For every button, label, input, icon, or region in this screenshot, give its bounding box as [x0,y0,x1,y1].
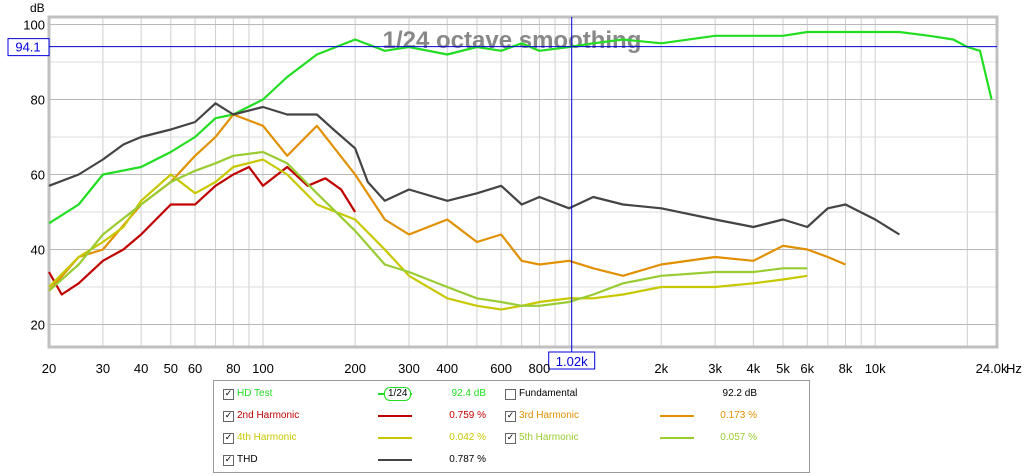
legend-value: 0.759 % [449,410,486,421]
y-tick-label: 60 [31,168,45,183]
cursor[interactable]: 94.1 1.02k [7,17,997,370]
x-tick-label: 6k [800,361,814,376]
legend-item-fundamental: Fundamental 92.2 dB [505,385,785,403]
x-tick-label: 200 [344,361,366,376]
x-tick-label: 20 [42,361,56,376]
y-axis-ticks: 20 40 60 80 100 [23,18,45,333]
x-tick-label: 80 [226,361,240,376]
x-tick-label: 2k [654,361,668,376]
legend-checkbox-2nd-harmonic[interactable]: ✓ [223,411,234,422]
x-tick-label: 5k [776,361,790,376]
x-tick-label: 3k [708,361,722,376]
x-tick-label: 40 [134,361,148,376]
legend-swatch [660,437,694,439]
cursor-x-readout-box [548,351,596,370]
series-layer [48,30,993,311]
plot-frame [47,15,999,349]
legend-item-thd: ✓ THD 0.787 % [223,451,503,469]
legend-checkbox-fundamental[interactable] [505,389,516,400]
series-2nd-harmonic-line [48,165,357,296]
legend-label: 4th Harmonic [237,432,297,443]
x-axis-ticks: 20 30 40 50 60 80 100 200 300 400 600 800 2k 3k 4k 5k 6k… [42,361,1008,376]
legend-label: HD Test [237,388,273,399]
series-3rd-harmonic-line [48,113,846,292]
legend-item-3rd-harmonic: ✓ 3rd Harmonic 0.173 % [505,407,785,425]
legend-checkbox-3rd-harmonic[interactable]: ✓ [505,411,516,422]
legend-swatch [378,415,412,417]
y-tick-label: 80 [31,93,45,108]
x-tick-label: 600 [490,361,512,376]
legend-label: 5th Harmonic [519,432,579,443]
legend-value: 92.2 dB [722,388,757,399]
cursor-y-readout: 94.1 [15,40,40,55]
legend-item-2nd-harmonic: ✓ 2nd Harmonic 0.759 % [223,407,503,425]
x-tick-label: 30 [96,361,110,376]
legend-label: THD [237,454,258,465]
legend-checkbox-thd[interactable]: ✓ [223,455,234,466]
x-tick-label: 300 [398,361,420,376]
legend-value: 92.4 dB [451,388,486,399]
legend-label: 3rd Harmonic [519,410,580,421]
legend-label: Fundamental [519,388,578,399]
y-tick-label: 20 [31,318,45,333]
y-tick-label: 100 [23,18,45,33]
y-axis-label: dB [30,1,45,15]
legend-item-4th-harmonic: ✓ 4th Harmonic 0.042 % [223,429,503,447]
cursor-y-readout-box [7,38,50,57]
legend-checkbox-4th-harmonic[interactable]: ✓ [223,433,234,444]
legend-value: 0.173 % [720,410,757,421]
legend-item-hd-test: ✓ HD Test 1/24 92.4 dB [223,385,503,403]
x-tick-label: 10k [865,361,886,376]
legend-checkbox-hd-test[interactable]: ✓ [223,389,234,400]
legend-label: 2nd Harmonic [237,410,300,421]
legend-smoothing-badge: 1/24 [384,387,412,401]
legend-checkbox-5th-harmonic[interactable]: ✓ [505,433,516,444]
y-tick-label: 40 [31,243,45,258]
x-tick-label: 24.0k [976,361,1008,376]
chart: dB 1/24 octave smoothing 94.11.02k 20 30 4… [7,1,1022,376]
series-thd-line [48,102,900,236]
legend-swatch [660,415,694,417]
x-tick-label: 800 [529,361,551,376]
legend-item-5th-harmonic: ✓ 5th Harmonic 0.057 % [505,429,785,447]
legend-panel: ✓ HD Test 1/24 92.4 dB Fundamental 92.2 dB ✓ 2n… [213,380,810,473]
series-5th-harmonic-line [48,150,808,307]
grid [48,17,997,347]
x-tick-label: 8k [839,361,853,376]
x-tick-label: 400 [436,361,458,376]
legend-value: 0.787 % [449,454,486,465]
legend-value: 0.057 % [720,432,757,443]
series-4th-harmonic-line [48,158,808,311]
x-tick-label: 4k [747,361,761,376]
legend-swatch [378,459,412,461]
cursor-x-readout: 1.02k [556,354,588,369]
x-tick-label: 50 [164,361,178,376]
x-axis-unit: Hz [1006,361,1022,376]
legend-swatch [378,437,412,439]
series-hd-test-line [48,30,993,225]
x-tick-label: 100 [252,361,274,376]
x-tick-label: 60 [188,361,202,376]
legend-value: 0.042 % [449,432,486,443]
